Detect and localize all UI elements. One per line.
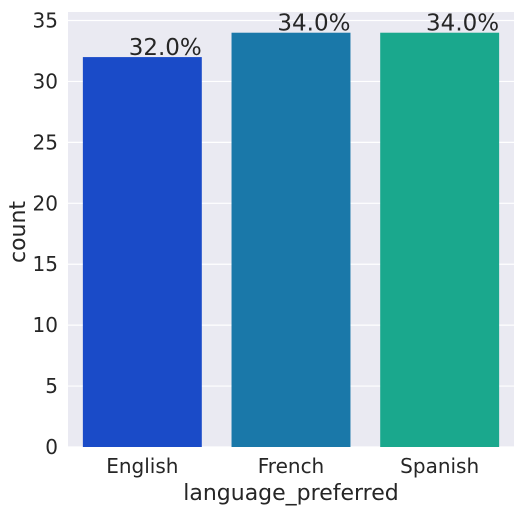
y-tick-labels: 0 5 10 15 20 25 30 35 <box>33 9 58 459</box>
x-tick-labels: English French Spanish <box>106 454 479 478</box>
y-tick-label: 0 <box>45 435 58 459</box>
data-labels: 32.0% 34.0% 34.0% <box>129 11 499 61</box>
x-tick-label: English <box>106 454 178 478</box>
x-axis-title: language_preferred <box>183 481 399 506</box>
bars <box>82 32 500 447</box>
data-label: 34.0% <box>277 11 350 37</box>
y-tick-label: 25 <box>33 130 58 154</box>
y-axis-title: count <box>6 201 31 263</box>
x-tick-label: French <box>258 454 324 478</box>
bar-french <box>231 32 351 447</box>
x-tick-label: Spanish <box>400 454 479 478</box>
y-tick-label: 15 <box>33 252 58 276</box>
y-tick-label: 30 <box>33 69 58 93</box>
y-tick-label: 10 <box>33 313 58 337</box>
y-tick-label: 35 <box>33 9 58 33</box>
data-label: 34.0% <box>426 11 499 37</box>
y-tick-label: 20 <box>33 191 58 215</box>
bar-english <box>82 57 202 447</box>
data-label: 32.0% <box>129 35 202 61</box>
y-tick-label: 5 <box>45 374 58 398</box>
bar-spanish <box>380 32 500 447</box>
